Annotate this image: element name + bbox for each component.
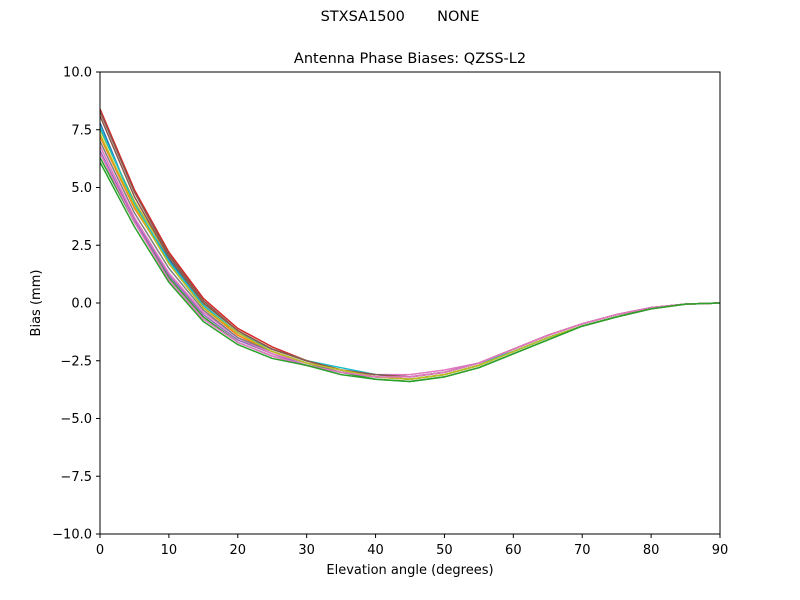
- y-tick-label: −5.0: [60, 412, 92, 427]
- series-line-9: [99, 129, 721, 380]
- series-line-11: [99, 115, 721, 378]
- series-layer: [99, 108, 721, 383]
- y-tick-label: −7.5: [60, 470, 92, 485]
- x-tick-label: 10: [161, 543, 178, 558]
- x-tick-label: 40: [367, 543, 384, 558]
- x-tick-label: 0: [96, 543, 104, 558]
- series-line-5: [99, 150, 721, 380]
- series-line-12: [99, 134, 721, 380]
- x-tick-label: 80: [643, 543, 660, 558]
- series-line-13: [99, 152, 721, 378]
- x-tick-label: 30: [298, 543, 315, 558]
- x-tick-label: 90: [712, 543, 729, 558]
- series-line-2: [99, 136, 721, 380]
- series-line-4: [99, 108, 721, 378]
- x-axis: 0 10 20 30 40 50 60 70 80 90: [96, 534, 728, 558]
- x-tick-label: 60: [505, 543, 522, 558]
- x-tick-label: 70: [574, 543, 591, 558]
- series-line-14: [99, 161, 721, 383]
- series-line-3: [99, 157, 721, 383]
- series-line-8: [99, 140, 721, 380]
- y-tick-label: 7.5: [71, 123, 92, 138]
- y-axis: −10.0 −7.5 −5.0 −2.5 0.0 2.5 5.0 7.5 10.0: [52, 66, 100, 543]
- x-tick-label: 20: [230, 543, 247, 558]
- y-tick-label: −2.5: [60, 354, 92, 369]
- series-line-7: [99, 145, 721, 376]
- series-line-6: [99, 110, 721, 378]
- x-tick-label: 50: [436, 543, 453, 558]
- x-axis-label: Elevation angle (degrees): [326, 563, 493, 578]
- chart-title: Antenna Phase Biases: QZSS-L2: [294, 51, 526, 67]
- figure-suptitle: STXSA1500 NONE: [320, 9, 480, 25]
- series-line-1: [99, 122, 721, 380]
- y-tick-label: 0.0: [71, 297, 92, 312]
- y-tick-label: 10.0: [63, 66, 92, 81]
- series-line-10: [99, 127, 721, 378]
- y-tick-label: 5.0: [71, 181, 92, 196]
- y-axis-label: Bias (mm): [29, 270, 44, 337]
- y-tick-label: 2.5: [71, 239, 92, 254]
- y-tick-label: −10.0: [52, 528, 92, 543]
